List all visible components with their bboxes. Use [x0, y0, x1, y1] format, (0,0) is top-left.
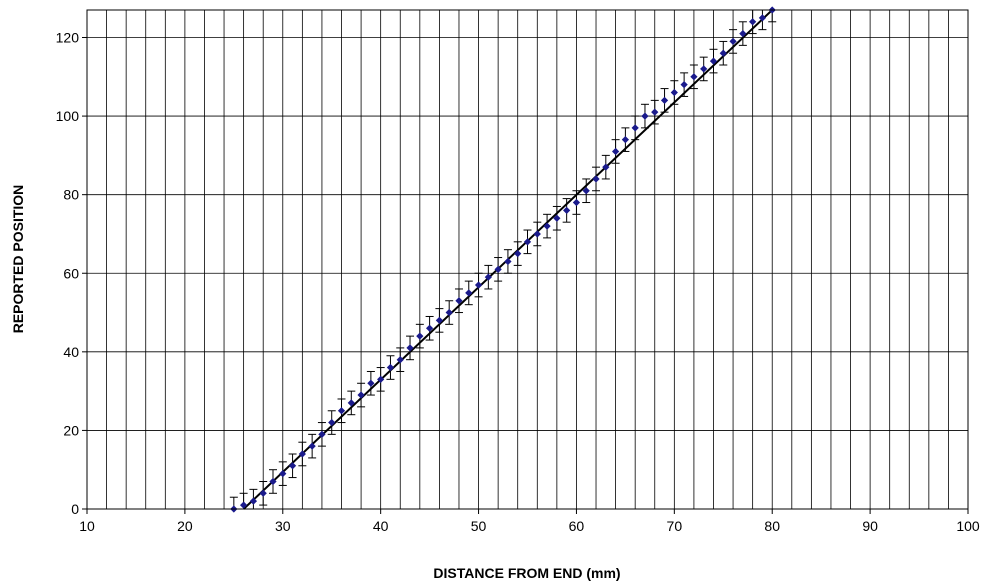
data-point: [396, 356, 404, 364]
data-point: [660, 96, 669, 104]
y-tick-label: 60: [63, 265, 79, 281]
data-point: [611, 147, 620, 156]
x-tick-label: 30: [275, 518, 291, 534]
data-point: [298, 450, 306, 458]
x-axis-title: DISTANCE FROM END (mm): [433, 565, 620, 581]
y-tick-label: 40: [63, 344, 79, 360]
data-series: [229, 6, 777, 513]
x-tick-label: 10: [79, 518, 95, 534]
data-point: [445, 308, 453, 317]
data-point: [533, 230, 541, 238]
data-point: [592, 175, 600, 183]
x-tick-label: 70: [667, 518, 683, 534]
y-tick-label: 20: [63, 422, 79, 438]
data-point: [259, 489, 267, 497]
data-point: [641, 112, 649, 120]
data-point: [504, 257, 512, 266]
x-tick-label: 60: [569, 518, 585, 534]
data-point: [328, 418, 336, 427]
data-point: [709, 57, 718, 65]
gridlines: [87, 10, 968, 509]
data-point: [357, 391, 365, 399]
data-point: [347, 399, 355, 407]
data-point: [386, 363, 395, 372]
data-point: [455, 297, 463, 305]
data-point: [288, 462, 297, 470]
data-point: [602, 163, 610, 171]
x-tick-label: 90: [862, 518, 878, 534]
x-tick-label: 80: [764, 518, 780, 534]
data-point: [631, 124, 639, 132]
data-point: [690, 73, 698, 81]
data-point: [367, 379, 375, 387]
data-point: [670, 88, 678, 97]
data-point: [416, 332, 424, 340]
y-axis-title: REPORTED POSITION: [10, 185, 26, 334]
y-tick-label: 120: [56, 30, 80, 46]
data-point: [563, 206, 571, 215]
data-point: [474, 281, 483, 289]
data-point: [739, 29, 747, 38]
data-point: [749, 18, 757, 26]
x-tick-label: 40: [373, 518, 389, 534]
plot-frame: [86, 9, 969, 510]
y-tick-label: 100: [56, 108, 80, 124]
data-point: [465, 289, 473, 297]
data-point: [318, 430, 326, 438]
data-point: [582, 187, 590, 195]
data-point: [406, 344, 414, 352]
data-point: [719, 49, 727, 57]
data-point: [484, 273, 492, 281]
data-point: [239, 501, 248, 509]
data-point: [337, 407, 346, 415]
data-point: [279, 470, 287, 478]
data-point: [425, 324, 434, 332]
data-point: [680, 81, 688, 89]
x-tick-label: 20: [177, 518, 193, 534]
data-point: [269, 477, 277, 486]
data-point: [435, 316, 444, 325]
data-point: [514, 249, 522, 258]
data-point: [543, 222, 551, 230]
data-point: [523, 238, 532, 246]
data-point: [700, 65, 708, 73]
x-tick-label: 50: [471, 518, 487, 534]
data-point: [729, 37, 737, 46]
data-point: [494, 265, 502, 273]
tick-labels: 10 20 30 40 50 60 70 80 90 100 0 20 40 60 80 100 120: [56, 30, 980, 534]
y-tick-label: 80: [63, 187, 79, 203]
data-point: [621, 136, 630, 144]
data-point: [308, 442, 316, 450]
data-point: [553, 214, 561, 222]
x-tick-label: 100: [956, 518, 980, 534]
data-point: [377, 375, 385, 383]
data-point: [651, 108, 659, 116]
data-point: [249, 497, 258, 505]
data-point: [758, 14, 767, 22]
y-tick-label: 0: [71, 501, 79, 517]
data-point: [572, 198, 581, 207]
